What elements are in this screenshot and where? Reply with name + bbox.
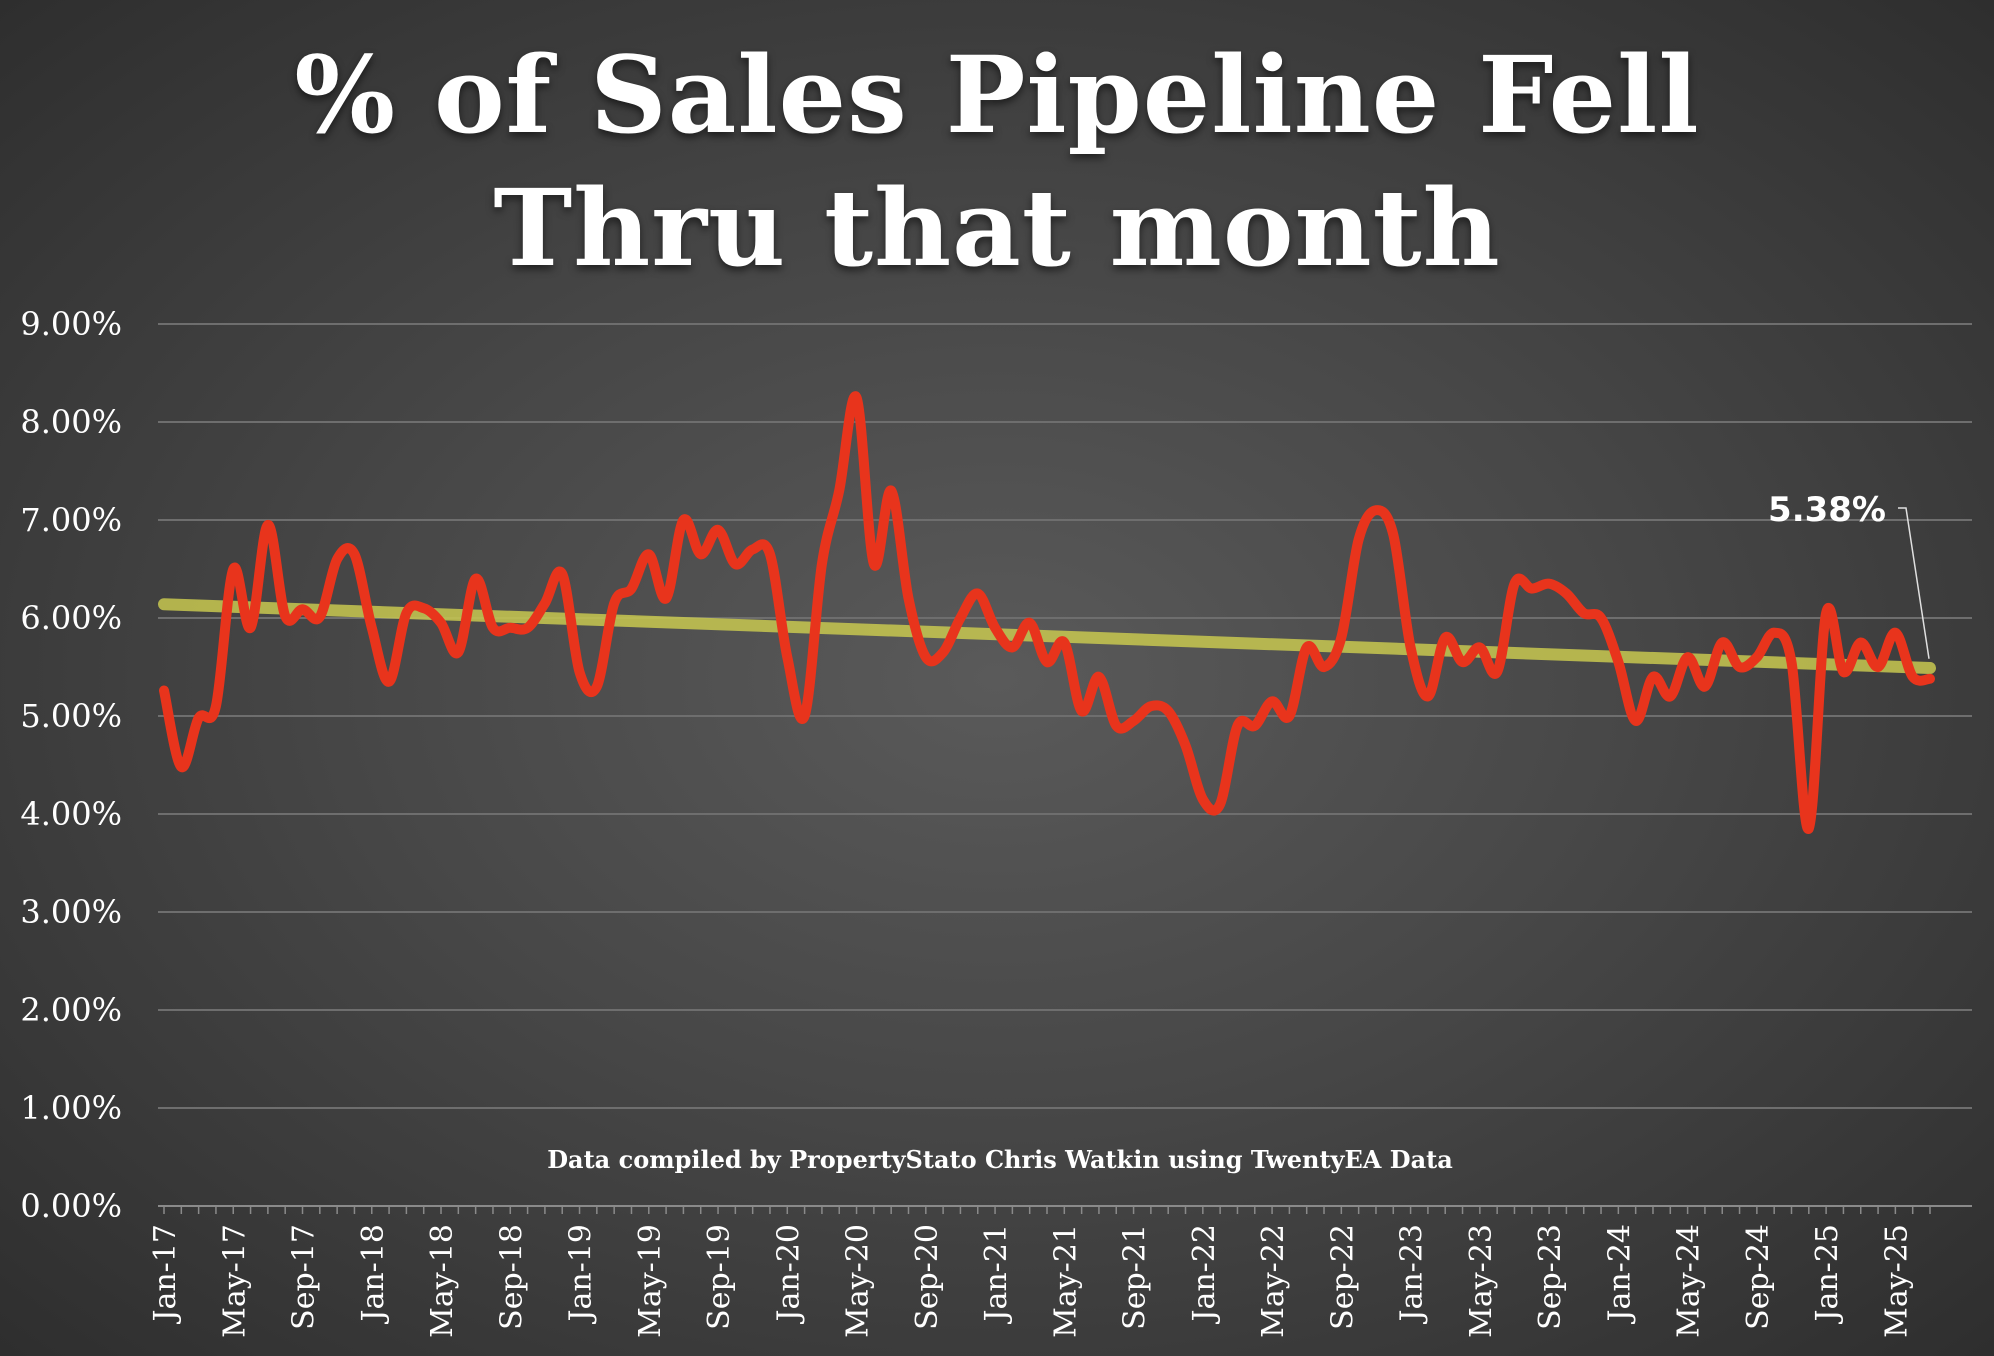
x-tick-label: May-24: [1672, 1224, 1707, 1338]
x-tick-label: May-17: [217, 1224, 252, 1338]
x-tick-label: Jan-23: [1395, 1224, 1430, 1325]
y-tick-label: 0.00%: [20, 1187, 122, 1225]
series-line: [159, 391, 1935, 834]
x-tick-label: Jan-24: [1602, 1224, 1637, 1325]
y-axis-ticks: 0.00% 1.00% 2.00% 3.00% 4.00% 5.00% 6.00% 7.00%…: [20, 305, 122, 1225]
x-tick-label: May-22: [1256, 1224, 1291, 1338]
x-tick-label: Sep-20: [910, 1224, 945, 1330]
trendline: [158, 598, 1936, 674]
y-tick-label: 4.00%: [20, 795, 122, 833]
x-tick-label: Sep-18: [494, 1224, 529, 1330]
y-tick-label: 7.00%: [20, 501, 122, 539]
annotation-leader-line: [1898, 507, 1930, 659]
x-tick-label: Jan-17: [148, 1224, 183, 1325]
data-source-note: Data compiled by PropertyStato Chris Wat…: [547, 1145, 1453, 1174]
x-tick-label: May-25: [1879, 1224, 1914, 1338]
x-tick-label: Jan-21: [979, 1224, 1014, 1325]
y-tick-label: 1.00%: [20, 1089, 122, 1127]
y-tick-label: 9.00%: [20, 305, 122, 343]
x-tick-label: Jan-20: [771, 1224, 806, 1325]
annotation-label: 5.38%: [1768, 490, 1886, 530]
x-tick-label: Sep-19: [702, 1224, 737, 1330]
x-tick-label: Jan-18: [356, 1224, 391, 1325]
x-tick-label: May-21: [1048, 1224, 1083, 1338]
x-axis-ticks: Jan-17 May-17 Sep-17 Jan-18 May-18 Sep-18 Jan-…: [148, 1224, 1914, 1338]
grid-lines: [158, 323, 1972, 1109]
x-tick-label: Jan-19: [564, 1224, 599, 1325]
x-tick-label: Sep-24: [1741, 1224, 1776, 1330]
chart-title-line-1: % of Sales Pipeline Fell: [294, 32, 1700, 157]
y-tick-label: 2.00%: [20, 991, 122, 1029]
x-tick-label: Sep-22: [1325, 1224, 1360, 1330]
x-tick-label: May-18: [425, 1224, 460, 1338]
x-tick-label: May-19: [633, 1224, 668, 1338]
y-tick-label: 8.00%: [20, 403, 122, 441]
x-tick-label: May-23: [1464, 1224, 1499, 1338]
x-axis: [158, 1205, 1972, 1214]
x-tick-label: Sep-23: [1533, 1224, 1568, 1330]
x-tick-label: Sep-17: [287, 1224, 322, 1330]
y-tick-label: 5.00%: [20, 697, 122, 735]
x-tick-label: May-20: [841, 1224, 876, 1338]
chart-title-line-2: Thru that month: [493, 165, 1501, 290]
series-group: [158, 391, 1936, 834]
y-tick-label: 6.00%: [20, 599, 122, 637]
x-tick-label: Jan-25: [1810, 1224, 1845, 1325]
annotation-group: 5.38%: [1768, 490, 1930, 659]
x-tick-label: Jan-22: [1187, 1224, 1222, 1325]
x-tick-label: Sep-21: [1118, 1224, 1153, 1330]
y-tick-label: 3.00%: [20, 893, 122, 931]
